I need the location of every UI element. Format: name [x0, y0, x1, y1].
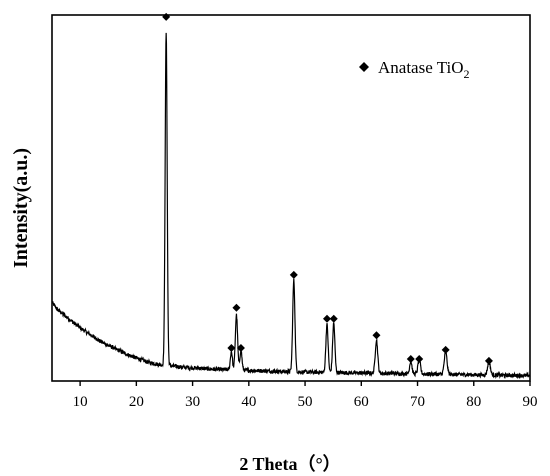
anatase-peak-marker	[329, 314, 338, 323]
legend-label-main: Anatase TiO	[378, 58, 463, 77]
legend: Anatase TiO2	[359, 58, 469, 81]
anatase-peak-marker	[372, 331, 381, 340]
x-tick-label: 50	[298, 394, 313, 410]
x-tick-label: 80	[466, 394, 481, 410]
anatase-peak-marker	[406, 355, 415, 364]
x-tick-label: 20	[129, 394, 144, 410]
legend-label: Anatase TiO2	[378, 58, 469, 81]
anatase-peak-marker	[415, 355, 424, 364]
legend-label-subscript: 2	[463, 67, 469, 81]
x-axis-title: 2 Theta（°）	[239, 454, 340, 474]
legend-diamond-icon	[359, 62, 369, 72]
anatase-peak-marker	[289, 270, 298, 279]
plot-frame	[51, 14, 531, 382]
x-tick-label: 40	[241, 394, 256, 410]
x-tick-label: 60	[354, 394, 369, 410]
xrd-pattern-line	[51, 32, 531, 380]
y-axis-title: Intensity(a.u.)	[10, 148, 32, 268]
anatase-peak-marker	[227, 344, 236, 353]
anatase-peak-marker	[232, 303, 241, 312]
x-tick-label: 90	[523, 394, 538, 410]
anatase-peak-marker	[484, 356, 493, 365]
anatase-peak-marker	[162, 12, 171, 21]
x-axis-ticks: 10 20 30 40 50 60 70 80 90	[73, 381, 538, 410]
x-tick-label: 30	[185, 394, 200, 410]
x-tick-label: 10	[73, 394, 88, 410]
anatase-peak-marker	[236, 344, 245, 353]
anatase-peak-marker	[322, 314, 331, 323]
x-tick-label: 70	[410, 394, 425, 410]
anatase-peak-marker	[441, 345, 450, 354]
plot-area	[51, 12, 531, 382]
